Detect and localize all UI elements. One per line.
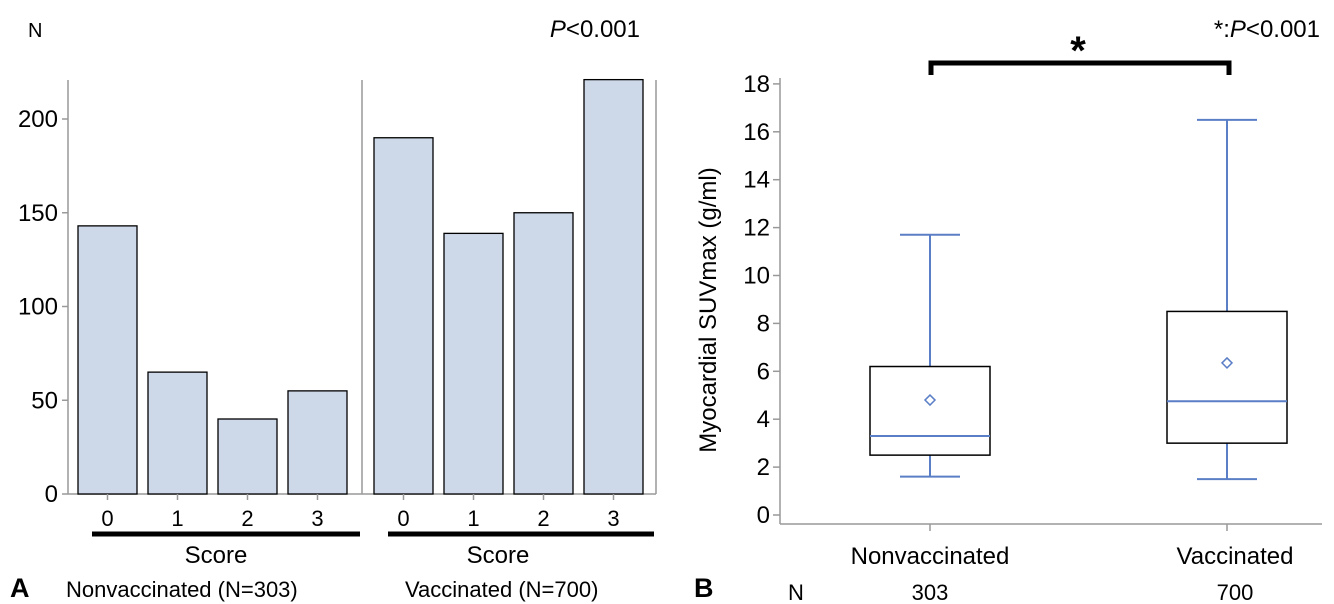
panel-a-letter: A	[10, 573, 30, 603]
n-row-label: N	[788, 580, 804, 604]
panel-a-x-tick-label: 1	[467, 506, 479, 531]
box-vaccinated	[1166, 310, 1288, 444]
panel-b-ylabel: Myocardial SUVmax (g/ml)	[695, 167, 722, 452]
panel-a-y-tick-label: 100	[18, 294, 58, 321]
significance-marker: *	[1070, 29, 1086, 73]
panel-a-ylabel: N	[28, 20, 42, 42]
panel-b-y-tick-label: 8	[757, 310, 770, 337]
panel-a-x-tick-label: 2	[537, 506, 549, 531]
panel-a-x-tick-label: 3	[311, 506, 323, 531]
panel-b-y-tick-label: 16	[743, 119, 770, 146]
panel-b-y-tick-label: 6	[757, 358, 770, 385]
panel-a-x-tick-label: 3	[607, 506, 619, 531]
panel-a-x-tick-label: 1	[171, 506, 183, 531]
panel-b-y-tick-label: 14	[743, 167, 770, 194]
panel-b-boxes	[869, 118, 1288, 531]
panel-b: *:P<0.001 * Myocardial SUVmax (g/ml) 0 2 4…	[694, 16, 1322, 604]
panel-b-y-tick-label: 12	[743, 215, 770, 242]
bar-vaccinated-score-2	[513, 212, 574, 495]
mean-marker-vaccinated	[1220, 356, 1234, 369]
bar-nonvaccinated-score-1	[147, 371, 208, 495]
panel-b-y-tick-label: 0	[757, 502, 770, 529]
panel-a-y-tick-label: 0	[45, 481, 58, 508]
panel-a-y-tick-label: 50	[31, 387, 58, 414]
panel-a: N P<0.001 0 50 100 150 200 0 1 2 3 0 1 2 3 Score Sc…	[10, 16, 657, 603]
group-label-nonvaccinated: Nonvaccinated	[851, 543, 1010, 570]
panel-a-x-ticks: 0 1 2 3 0 1 2 3	[101, 494, 620, 531]
bar-nonvaccinated-score-3	[287, 390, 348, 495]
group-name-vaccinated: Vaccinated (N=700)	[405, 577, 598, 602]
significance-bracket	[928, 60, 1232, 75]
group-name-nonvaccinated: Nonvaccinated (N=303)	[66, 577, 298, 602]
bar-vaccinated-score-3	[583, 78, 644, 495]
panel-b-letter: B	[694, 573, 714, 603]
bar-nonvaccinated-score-2	[217, 418, 278, 495]
panel-b-y-tick-label: 10	[743, 263, 770, 290]
panel-a-x-tick-label: 0	[397, 506, 409, 531]
significance-legend: *:P<0.001	[1214, 16, 1320, 43]
panel-a-x-tick-label: 0	[101, 506, 113, 531]
bar-vaccinated-score-0	[373, 137, 434, 495]
score-label-nonvaccinated: Score	[185, 542, 248, 569]
panel-a-bars	[77, 78, 644, 495]
panel-a-x-tick-label: 2	[241, 506, 253, 531]
n-value-vaccinated: 700	[1217, 580, 1254, 604]
panel-b-y-tick-label: 4	[757, 406, 770, 433]
panel-b-y-tick-label: 18	[743, 71, 770, 98]
mean-marker-nonvaccinated	[923, 393, 937, 407]
panel-a-y-ticks: 0 50 100 150 200	[18, 106, 68, 508]
n-value-nonvaccinated: 303	[912, 580, 949, 604]
bar-nonvaccinated-score-0	[77, 225, 138, 495]
box-nonvaccinated	[869, 365, 991, 456]
panel-b-y-ticks: 0 2 4 6 8 10 12 14 16 18	[743, 71, 780, 529]
group-label-vaccinated: Vaccinated	[1177, 543, 1294, 570]
bar-vaccinated-score-1	[443, 232, 504, 495]
panel-a-y-tick-label: 150	[18, 200, 58, 227]
panel-a-y-tick-label: 200	[18, 106, 58, 133]
score-label-vaccinated: Score	[467, 542, 530, 569]
panel-a-pvalue: P<0.001	[550, 16, 640, 43]
panel-b-y-tick-label: 2	[757, 454, 770, 481]
